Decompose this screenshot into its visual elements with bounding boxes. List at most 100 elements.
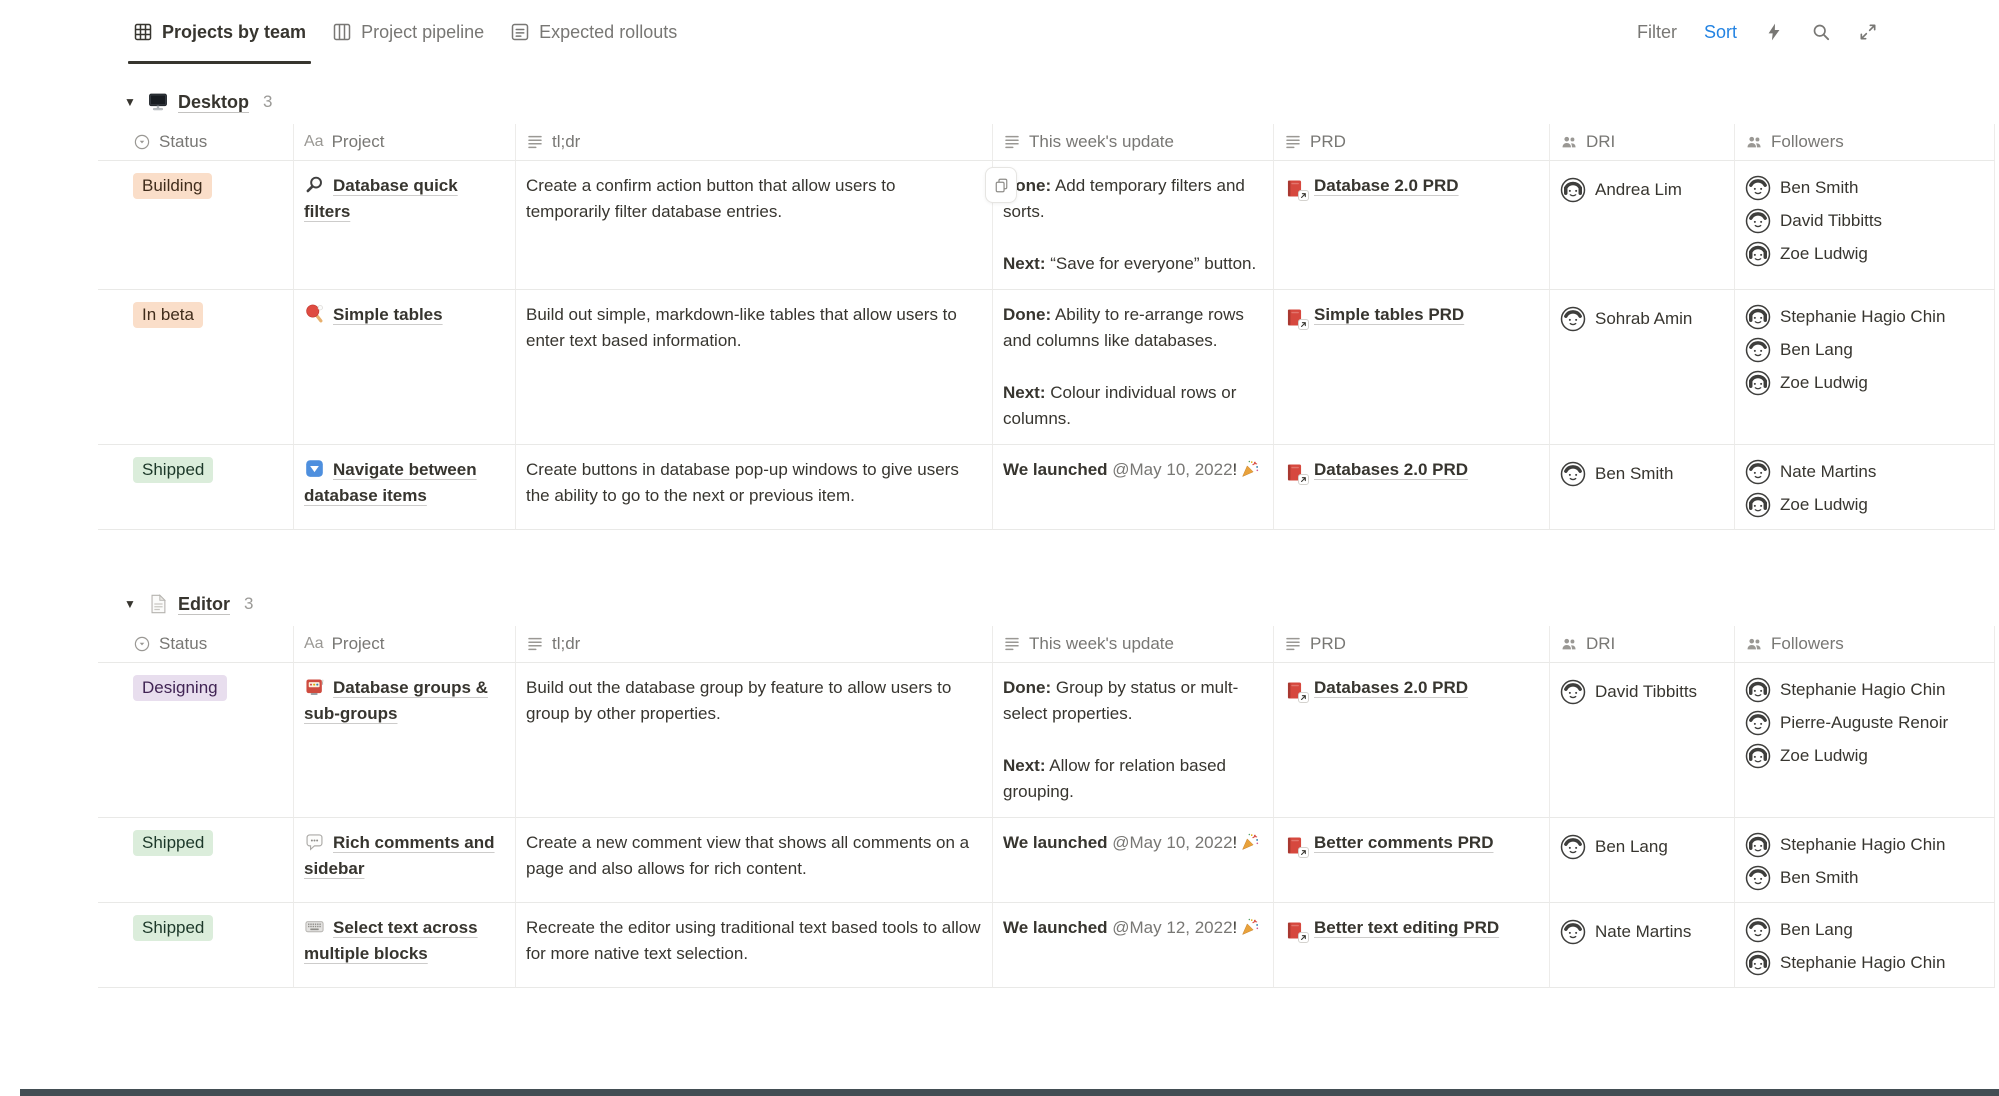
column-header-update[interactable]: This week's update [993, 626, 1274, 663]
person-chip[interactable]: Ben Smith [1745, 171, 1984, 204]
person-chip[interactable]: Nate Martins [1745, 455, 1984, 488]
status-badge[interactable]: Shipped [133, 830, 214, 856]
project-cell[interactable]: Database groups & sub-groups [294, 663, 516, 818]
person-chip[interactable]: Zoe Ludwig [1745, 237, 1984, 270]
update-cell[interactable]: Done: Group by status or mult-select pro… [993, 663, 1274, 818]
sort-button[interactable]: Sort [1703, 21, 1737, 42]
tldr-cell[interactable]: Create a confirm action button that allo… [516, 161, 1017, 290]
prd-link[interactable]: Database 2.0 PRD [1284, 176, 1459, 201]
prd-cell[interactable]: Simple tables PRD [1274, 290, 1550, 445]
update-cell[interactable]: Done: Ability to re-arrange rows and col… [993, 290, 1274, 445]
project-link[interactable]: Navigate between database items [304, 460, 477, 505]
project-cell[interactable]: Simple tables [294, 290, 516, 445]
person-chip[interactable]: Andrea Lim [1560, 173, 1724, 206]
search-icon[interactable] [1811, 22, 1831, 42]
project-cell[interactable]: Select text across multiple blocks [294, 903, 516, 988]
column-header-dri[interactable]: DRI [1550, 626, 1735, 663]
toggle-triangle-icon[interactable]: ▼ [124, 597, 136, 611]
followers-cell[interactable]: Nate Martins Zoe Ludwig [1735, 445, 1995, 530]
copy-button[interactable] [985, 167, 1017, 203]
status-badge[interactable]: Building [133, 173, 212, 199]
date-mention[interactable]: @May 10, 2022 [1112, 460, 1233, 479]
person-chip[interactable]: Stephanie Hagio Chin [1745, 946, 1984, 979]
project-link[interactable]: Database quick filters [304, 176, 458, 221]
update-cell[interactable]: We launched @May 10, 2022! [993, 445, 1274, 530]
tldr-cell[interactable]: Recreate the editor using traditional te… [516, 903, 993, 988]
person-chip[interactable]: Ben Lang [1560, 830, 1724, 863]
update-cell[interactable]: We launched @May 12, 2022! [993, 903, 1274, 988]
update-cell[interactable]: We launched @May 10, 2022! [993, 818, 1274, 903]
status-badge[interactable]: Shipped [133, 457, 214, 483]
column-header-followers[interactable]: Followers [1735, 626, 1995, 663]
prd-cell[interactable]: Better text editing PRD [1274, 903, 1550, 988]
person-chip[interactable]: Zoe Ludwig [1745, 366, 1984, 399]
followers-cell[interactable]: Ben Smith David Tibbitts Zoe Ludwig [1735, 161, 1995, 290]
person-chip[interactable]: Stephanie Hagio Chin [1745, 828, 1984, 861]
project-link[interactable]: Rich comments and sidebar [304, 833, 495, 878]
dri-cell[interactable]: Ben Smith [1550, 445, 1735, 530]
followers-cell[interactable]: Ben Lang Stephanie Hagio Chin [1735, 903, 1995, 988]
person-chip[interactable]: Ben Smith [1745, 861, 1984, 894]
update-cell[interactable]: Done: Add temporary filters and sorts. N… [993, 161, 1274, 290]
group-title[interactable]: Editor [178, 593, 230, 614]
expand-icon[interactable] [1858, 22, 1878, 42]
tab-project-pipeline[interactable]: Project pipeline [327, 0, 489, 64]
tab-expected-rollouts[interactable]: Expected rollouts [505, 0, 682, 64]
prd-link[interactable]: Databases 2.0 PRD [1284, 460, 1468, 485]
status-badge[interactable]: Shipped [133, 915, 214, 941]
project-cell[interactable]: Rich comments and sidebar [294, 818, 516, 903]
group-title[interactable]: Desktop [178, 91, 250, 112]
column-header-tldr[interactable]: tl;dr [516, 626, 993, 663]
column-header-followers[interactable]: Followers [1735, 124, 1995, 161]
bottom-scrollbar[interactable] [20, 1089, 1999, 1096]
followers-cell[interactable]: Stephanie Hagio Chin Ben Lang Zoe Ludwig [1735, 290, 1995, 445]
project-link[interactable]: Database groups & sub-groups [304, 678, 488, 723]
prd-cell[interactable]: Database 2.0 PRD [1274, 161, 1550, 290]
filter-button[interactable]: Filter [1636, 21, 1677, 42]
prd-link[interactable]: Better comments PRD [1284, 833, 1494, 858]
status-cell[interactable]: Shipped [98, 903, 294, 988]
project-link[interactable]: Select text across multiple blocks [304, 918, 478, 963]
person-chip[interactable]: Nate Martins [1560, 915, 1724, 948]
person-chip[interactable]: Pierre-Auguste Renoir [1745, 706, 1984, 739]
dri-cell[interactable]: David Tibbitts [1550, 663, 1735, 818]
person-chip[interactable]: David Tibbitts [1560, 675, 1724, 708]
person-chip[interactable]: Zoe Ludwig [1745, 739, 1984, 772]
person-chip[interactable]: Ben Smith [1560, 457, 1724, 490]
status-cell[interactable]: Designing [98, 663, 294, 818]
person-chip[interactable]: Stephanie Hagio Chin [1745, 673, 1984, 706]
status-cell[interactable]: Shipped [98, 445, 294, 530]
followers-cell[interactable]: Stephanie Hagio Chin Ben Smith [1735, 818, 1995, 903]
dri-cell[interactable]: Ben Lang [1550, 818, 1735, 903]
person-chip[interactable]: David Tibbitts [1745, 204, 1984, 237]
person-chip[interactable]: Ben Lang [1745, 913, 1984, 946]
tldr-cell[interactable]: Build out the database group by feature … [516, 663, 993, 818]
lightning-icon[interactable] [1764, 22, 1784, 42]
status-badge[interactable]: Designing [133, 675, 227, 701]
tldr-cell[interactable]: Create a new comment view that shows all… [516, 818, 993, 903]
toggle-triangle-icon[interactable]: ▼ [124, 95, 136, 109]
prd-link[interactable]: Databases 2.0 PRD [1284, 678, 1468, 703]
status-cell[interactable]: Building [98, 161, 294, 290]
column-header-status[interactable]: Status [98, 626, 294, 663]
person-chip[interactable]: Zoe Ludwig [1745, 488, 1984, 521]
project-link[interactable]: Simple tables [304, 305, 443, 324]
tldr-cell[interactable]: Build out simple, markdown-like tables t… [516, 290, 993, 445]
status-badge[interactable]: In beta [133, 302, 203, 328]
column-header-tldr[interactable]: tl;dr [516, 124, 993, 161]
date-mention[interactable]: @May 10, 2022 [1112, 833, 1233, 852]
person-chip[interactable]: Ben Lang [1745, 333, 1984, 366]
prd-cell[interactable]: Databases 2.0 PRD [1274, 445, 1550, 530]
status-cell[interactable]: Shipped [98, 818, 294, 903]
column-header-update[interactable]: This week's update [993, 124, 1274, 161]
prd-link[interactable]: Simple tables PRD [1284, 305, 1464, 330]
status-cell[interactable]: In beta [98, 290, 294, 445]
dri-cell[interactable]: Sohrab Amin [1550, 290, 1735, 445]
tab-projects-by-team[interactable]: Projects by team [128, 0, 312, 64]
column-header-prd[interactable]: PRD [1274, 124, 1550, 161]
prd-cell[interactable]: Better comments PRD [1274, 818, 1550, 903]
prd-cell[interactable]: Databases 2.0 PRD [1274, 663, 1550, 818]
person-chip[interactable]: Sohrab Amin [1560, 302, 1724, 335]
project-cell[interactable]: Navigate between database items [294, 445, 516, 530]
column-header-dri[interactable]: DRI [1550, 124, 1735, 161]
